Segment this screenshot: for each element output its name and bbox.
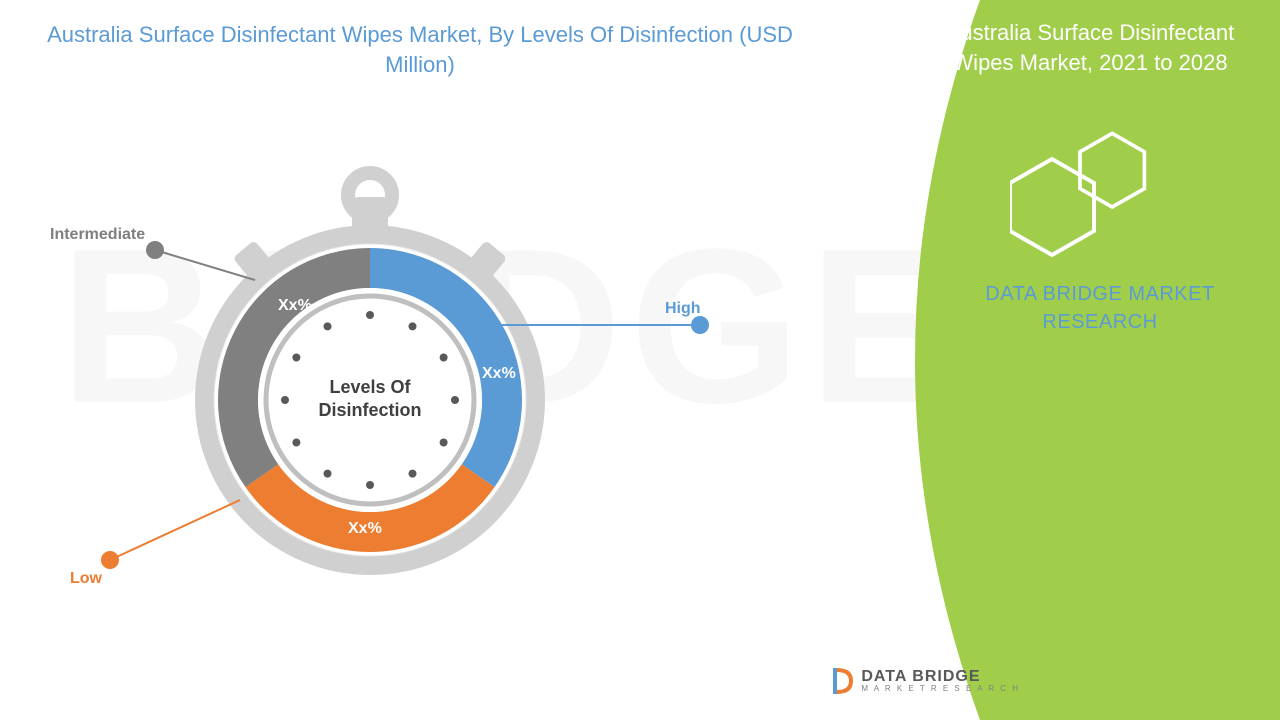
panel-subtitle: Australia Surface Disinfectant Wipes Mar… xyxy=(920,18,1260,77)
logo-sub: M A R K E T R E S E A R C H xyxy=(861,685,1020,693)
logo-text: DATA BRIDGE M A R K E T R E S E A R C H xyxy=(861,669,1020,693)
pct-low: Xx% xyxy=(348,520,382,538)
hex-year-2021: 2021 xyxy=(1080,125,1150,205)
logo-name: DATA BRIDGE xyxy=(861,669,1020,685)
hex-year-badges: 2028 2021 xyxy=(1010,125,1230,265)
legend-intermediate: Intermediate xyxy=(50,226,145,244)
right-panel: Australia Surface Disinfectant Wipes Mar… xyxy=(860,0,1280,720)
legend-high: High xyxy=(665,300,701,318)
brand-center-text: DATA BRIDGE MARKET RESEARCH xyxy=(940,280,1260,336)
panel-curve-bg xyxy=(860,0,1280,720)
donut-center-label: Levels Of Disinfection xyxy=(290,376,450,421)
pct-intermediate: Xx% xyxy=(278,297,312,315)
logo-icon xyxy=(827,664,855,698)
pct-high: Xx% xyxy=(482,365,516,383)
legend-low: Low xyxy=(70,570,102,588)
donut-stopwatch-chart xyxy=(0,0,820,650)
footer-logo: DATA BRIDGE M A R K E T R E S E A R C H xyxy=(827,664,1020,698)
